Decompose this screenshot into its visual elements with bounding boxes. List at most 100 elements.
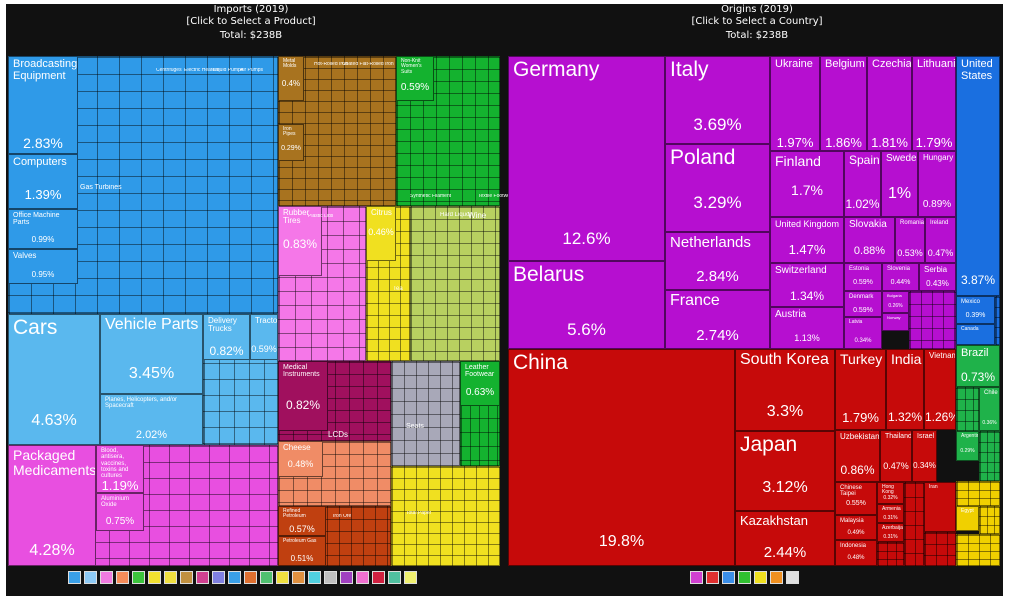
- category-icon-13[interactable]: [260, 571, 273, 584]
- tile-bulgaria[interactable]: Bulgaria 0.26%: [882, 291, 909, 313]
- tile-united-kingdom[interactable]: United Kingdom 1.47%: [770, 217, 844, 263]
- tile-malaysia[interactable]: Malaysia 0.49%: [835, 515, 877, 540]
- tile-netherlands[interactable]: Netherlands 2.84%: [665, 232, 770, 290]
- foodstuffs-tiles[interactable]: [410, 206, 500, 361]
- category-icon-6[interactable]: [148, 571, 161, 584]
- tile-chinese-taipei[interactable]: Chinese Taipei 0.55%: [835, 482, 877, 515]
- tile-uzbekistan[interactable]: Uzbekistan 0.86%: [835, 430, 880, 482]
- tile-italy[interactable]: Italy 3.69%: [665, 56, 770, 144]
- category-icon-1[interactable]: [68, 571, 81, 584]
- category-icon-7[interactable]: [164, 571, 177, 584]
- tile-refined-petroleum[interactable]: Refined Petroleum 0.57%: [278, 506, 326, 536]
- continent-icon-3[interactable]: [722, 571, 735, 584]
- minor-africa-tiles-3[interactable]: [956, 534, 1000, 566]
- tile-valves[interactable]: Valves 0.95%: [8, 249, 78, 284]
- tile-japan[interactable]: Japan 3.12%: [735, 431, 835, 511]
- tile-slovenia[interactable]: Slovenia 0.44%: [882, 263, 919, 291]
- category-icon-20[interactable]: [372, 571, 385, 584]
- tile-israel[interactable]: Israel 0.34%: [912, 430, 937, 482]
- minor-europe-tiles[interactable]: [909, 291, 956, 349]
- imports-treemap[interactable]: Broadcasting Equipment 2.83% Computers 1.39…: [8, 56, 514, 566]
- category-icon-5[interactable]: [132, 571, 145, 584]
- tile-vehicle-parts[interactable]: Vehicle Parts 3.45%: [100, 314, 203, 394]
- tile-lithuania[interactable]: Lithuania 1.79%: [912, 56, 956, 151]
- plastics-tiles[interactable]: [278, 206, 366, 361]
- tile-ukraine[interactable]: Ukraine 1.97%: [770, 56, 820, 151]
- tile-cheese[interactable]: Cheese 0.48%: [278, 441, 323, 477]
- tile-leather-footwear[interactable]: Leather Footwear 0.63%: [460, 361, 500, 406]
- tile-office-machine-parts[interactable]: Office Machine Parts 0.99%: [8, 209, 78, 249]
- tile-armenia[interactable]: Armenia 0.31%: [877, 504, 904, 523]
- continent-icon-4[interactable]: [738, 571, 751, 584]
- tile-india[interactable]: India 1.32%: [886, 349, 924, 430]
- tile-france[interactable]: France 2.74%: [665, 290, 770, 349]
- category-icon-21[interactable]: [388, 571, 401, 584]
- category-icon-19[interactable]: [356, 571, 369, 584]
- tile-iron-pipes[interactable]: Iron Pipes 0.29%: [278, 124, 304, 161]
- tile-kazakhstan[interactable]: Kazakhstan 2.44%: [735, 511, 835, 566]
- category-icon-22[interactable]: [404, 571, 417, 584]
- minor-africa-tiles[interactable]: [956, 481, 1000, 506]
- category-icon-2[interactable]: [84, 571, 97, 584]
- category-icon-16[interactable]: [308, 571, 321, 584]
- continent-icon-7[interactable]: [786, 571, 799, 584]
- tile-sweden[interactable]: Sweden 1%: [881, 151, 918, 217]
- imports-subtitle[interactable]: [Click to Select a Product]: [186, 16, 316, 27]
- tile-germany[interactable]: Germany 12.6%: [508, 56, 665, 261]
- tile-planes-helicopters-and-or-spacecraft[interactable]: Planes, Helicopters, and/or Spacecraft 2.…: [100, 394, 203, 445]
- continent-icon-6[interactable]: [770, 571, 783, 584]
- category-icon-8[interactable]: [180, 571, 193, 584]
- tile-computers[interactable]: Computers 1.39%: [8, 154, 78, 209]
- tile-slovakia[interactable]: Slovakia 0.88%: [844, 217, 895, 263]
- tile-china[interactable]: China 19.8%: [508, 349, 735, 566]
- origins-treemap[interactable]: Germany 12.6% Belarus 5.6% Italy 3.69% Poland 3…: [508, 56, 1000, 566]
- minor-south-america-tiles[interactable]: [956, 387, 979, 431]
- category-icon-10[interactable]: [212, 571, 225, 584]
- minor-americas-tiles[interactable]: [995, 296, 1000, 345]
- tile-non-knit-women-s-suits[interactable]: Non-Knit Women's Suits 0.59%: [396, 56, 434, 101]
- tile-mexico[interactable]: Mexico 0.39%: [956, 296, 995, 324]
- tile-ireland[interactable]: Ireland 0.47%: [925, 217, 956, 263]
- tile-hong-kong[interactable]: Hong Kong 0.32%: [877, 482, 904, 504]
- continent-icon-1[interactable]: [690, 571, 703, 584]
- continent-icon-2[interactable]: [706, 571, 719, 584]
- tile-czechia[interactable]: Czechia 1.81%: [867, 56, 912, 151]
- tile-argentina[interactable]: Argentina 0.29%: [956, 431, 979, 461]
- tile-broadcasting-equipment[interactable]: Broadcasting Equipment 2.83%: [8, 56, 78, 154]
- tile-belgium[interactable]: Belgium 1.86%: [820, 56, 867, 151]
- tile-egypt[interactable]: Egypt: [956, 506, 979, 531]
- category-icon-18[interactable]: [340, 571, 353, 584]
- category-icon-11[interactable]: [228, 571, 241, 584]
- tile-petroleum-gas[interactable]: Petroleum Gas 0.51%: [278, 536, 326, 566]
- tile-citrus[interactable]: Citrus 0.46%: [366, 206, 396, 261]
- tile-turkey[interactable]: Turkey 1.79%: [835, 349, 886, 430]
- category-icon-12[interactable]: [244, 571, 257, 584]
- tile-norway[interactable]: Norway: [882, 313, 909, 331]
- tile-romania[interactable]: Romania 0.53%: [895, 217, 925, 263]
- tile-indonesia[interactable]: Indonesia 0.48%: [835, 540, 877, 566]
- tile-latvia[interactable]: Latvia 0.34%: [844, 317, 882, 349]
- tile-poland[interactable]: Poland 3.29%: [665, 144, 770, 232]
- tile-estonia[interactable]: Estonia 0.59%: [844, 263, 882, 291]
- tile-blood-antisera-vaccines-toxins-and-cultures[interactable]: Blood, antisera, vaccines, toxins and cu…: [96, 445, 144, 493]
- minor-asia-tiles-3[interactable]: [924, 532, 956, 566]
- tile-canada[interactable]: Canada: [956, 324, 995, 345]
- tile-finland[interactable]: Finland 1.7%: [770, 151, 844, 217]
- tile-denmark[interactable]: Denmark 0.59%: [844, 291, 882, 317]
- category-icon-17[interactable]: [324, 571, 337, 584]
- minor-asia-tiles-2[interactable]: [877, 542, 904, 566]
- minor-south-america-tiles-2[interactable]: [979, 431, 1000, 481]
- tile-switzerland[interactable]: Switzerland 1.34%: [770, 263, 844, 307]
- tile-thailand[interactable]: Thailand 0.47%: [880, 430, 912, 482]
- paper-tiles[interactable]: [391, 466, 500, 566]
- tile-delivery-trucks[interactable]: Delivery Trucks 0.82%: [203, 314, 250, 360]
- tile-cars[interactable]: Cars 4.63%: [8, 314, 100, 445]
- tile-packaged-medicaments[interactable]: Packaged Medicaments 4.28%: [8, 445, 96, 566]
- tile-austria[interactable]: Austria 1.13%: [770, 307, 844, 349]
- category-icon-15[interactable]: [292, 571, 305, 584]
- tile-tractors[interactable]: Tractors 0.59%: [250, 314, 278, 360]
- category-icon-4[interactable]: [116, 571, 129, 584]
- tile-rubber-tires[interactable]: Rubber Tires 0.83%: [278, 206, 322, 276]
- tile-vietnam[interactable]: Vietnam 1.26%: [924, 349, 956, 430]
- misc-tiles[interactable]: [391, 361, 460, 466]
